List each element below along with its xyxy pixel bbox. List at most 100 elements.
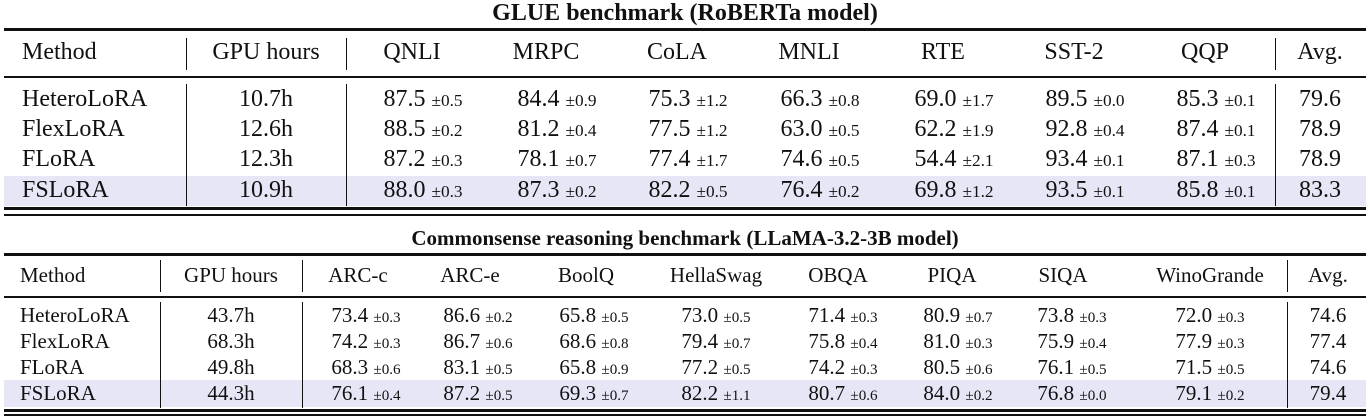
gpu-hours: 68.3h [207, 329, 255, 353]
gpu-hours: 49.8h [207, 355, 255, 379]
score-qqp: 85.8 ±0.1 [1176, 177, 1256, 203]
score-qqp: 87.1 ±0.3 [1176, 146, 1256, 172]
score-sst2: 89.5 ±0.0 [1045, 86, 1125, 112]
col-header-cola: CoLA [647, 39, 707, 65]
method-name: HeteroLoRA [22, 86, 148, 112]
score-sst2: 93.5 ±0.1 [1045, 177, 1125, 203]
score-obqa: 75.8 ±0.4 [808, 329, 878, 353]
col-header-hellaswag: HellaSwag [669, 263, 763, 287]
table1-header-rule [4, 76, 1366, 78]
table1-top-rule [4, 28, 1366, 31]
divider [346, 84, 348, 206]
col-header-qqp: QQP [1180, 39, 1230, 65]
score-hellaswag: 82.2 ±1.1 [681, 381, 751, 405]
score-boolq: 65.8 ±0.9 [559, 355, 629, 379]
score-mnli: 76.4 ±0.2 [780, 177, 860, 203]
score-rte: 54.4 ±2.1 [914, 146, 994, 172]
method-name: FSLoRA [20, 381, 96, 405]
gpu-hours: 43.7h [207, 303, 255, 327]
score-arc-c: 73.4 ±0.3 [331, 303, 401, 327]
table2-bottom-rule [4, 409, 1366, 412]
score-obqa: 80.7 ±0.6 [808, 381, 878, 405]
divider [1275, 84, 1277, 206]
col-header-method: Method [22, 39, 97, 65]
table2-highlight-row [4, 380, 1366, 407]
score-rte: 69.8 ±1.2 [914, 177, 994, 203]
divider [1275, 38, 1277, 70]
score-mnli: 74.6 ±0.5 [780, 146, 860, 172]
score-cola: 75.3 ±1.2 [648, 86, 728, 112]
score-cola: 77.4 ±1.7 [648, 146, 728, 172]
score-boolq: 68.6 ±0.8 [559, 329, 629, 353]
score-boolq: 65.8 ±0.5 [559, 303, 629, 327]
divider [346, 38, 348, 70]
col-header-mnli: MNLI [778, 39, 840, 65]
col-header-mrpc: MRPC [512, 39, 580, 65]
avg-score: 77.4 [1309, 329, 1347, 353]
col-header-arc-e: ARC-e [440, 263, 500, 287]
divider [160, 260, 162, 292]
divider [160, 302, 162, 408]
score-mnli: 63.0 ±0.5 [780, 116, 860, 142]
score-hellaswag: 77.2 ±0.5 [681, 355, 751, 379]
score-qnli: 87.5 ±0.5 [383, 86, 463, 112]
method-name: FlexLoRA [22, 116, 125, 142]
score-siqa: 75.9 ±0.4 [1037, 329, 1107, 353]
score-qnli: 88.5 ±0.2 [383, 116, 463, 142]
gpu-hours: 10.7h [239, 86, 293, 112]
col-header-arc-c: ARC-c [328, 263, 388, 287]
score-mrpc: 84.4 ±0.9 [517, 86, 597, 112]
col-header-gpu-hours: GPU hours [184, 263, 278, 287]
score-winogrande: 79.1 ±0.2 [1175, 381, 1245, 405]
score-arc-e: 87.2 ±0.5 [443, 381, 513, 405]
col-header-gpu-hours: GPU hours [212, 39, 320, 65]
score-obqa: 71.4 ±0.3 [808, 303, 878, 327]
score-piqa: 80.9 ±0.7 [923, 303, 993, 327]
gpu-hours: 44.3h [207, 381, 255, 405]
score-qnli: 88.0 ±0.3 [383, 177, 463, 203]
divider [186, 84, 188, 206]
divider [1287, 302, 1289, 408]
score-rte: 69.0 ±1.7 [914, 86, 994, 112]
avg-score: 79.4 [1309, 381, 1347, 405]
score-obqa: 74.2 ±0.3 [808, 355, 878, 379]
col-header-siqa: SIQA [1038, 263, 1088, 287]
table2-header-top-rule [4, 253, 1366, 256]
col-header-rte: RTE [921, 39, 965, 65]
avg-score: 74.6 [1309, 303, 1347, 327]
table1-bottom-rule [4, 207, 1366, 210]
avg-score: 79.6 [1299, 86, 1341, 112]
score-mrpc: 78.1 ±0.7 [517, 146, 597, 172]
divider [1287, 260, 1289, 292]
score-mrpc: 87.3 ±0.2 [517, 177, 597, 203]
method-name: FLoRA [22, 146, 96, 172]
score-mrpc: 81.2 ±0.4 [517, 116, 597, 142]
score-arc-c: 76.1 ±0.4 [331, 381, 401, 405]
method-name: FlexLoRA [20, 329, 110, 353]
gpu-hours: 12.6h [239, 116, 293, 142]
score-hellaswag: 79.4 ±0.7 [681, 329, 751, 353]
table2-caption: Commonsense reasoning benchmark (LLaMA-3… [411, 226, 959, 250]
table2-header-rule [4, 296, 1366, 298]
score-arc-e: 86.6 ±0.2 [443, 303, 513, 327]
score-qqp: 87.4 ±0.1 [1176, 116, 1256, 142]
col-header-sst2: SST-2 [1044, 39, 1104, 65]
score-winogrande: 71.5 ±0.5 [1175, 355, 1245, 379]
method-name: FLoRA [20, 355, 85, 379]
method-name: HeteroLoRA [20, 303, 130, 327]
col-header-piqa: PIQA [927, 263, 977, 287]
score-sst2: 92.8 ±0.4 [1045, 116, 1125, 142]
avg-score: 78.9 [1299, 116, 1341, 142]
gpu-hours: 12.3h [239, 146, 293, 172]
score-qnli: 87.2 ±0.3 [383, 146, 463, 172]
table1-highlight-row [4, 176, 1366, 206]
score-mnli: 66.3 ±0.8 [780, 86, 860, 112]
score-hellaswag: 73.0 ±0.5 [681, 303, 751, 327]
score-cola: 77.5 ±1.2 [648, 116, 728, 142]
avg-score: 83.3 [1299, 177, 1341, 203]
score-siqa: 73.8 ±0.3 [1037, 303, 1107, 327]
divider [302, 260, 304, 292]
score-arc-c: 74.2 ±0.3 [331, 329, 401, 353]
score-siqa: 76.1 ±0.5 [1037, 355, 1107, 379]
method-name: FSLoRA [22, 177, 109, 203]
